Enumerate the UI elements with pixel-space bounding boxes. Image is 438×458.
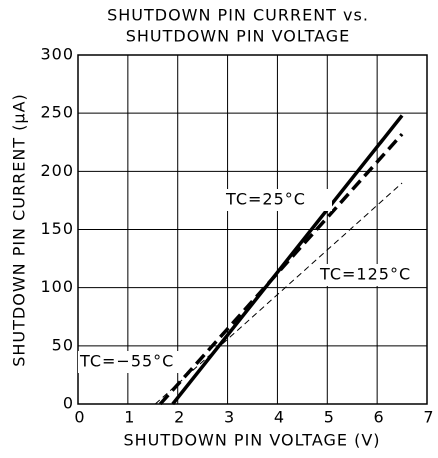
series-label: TC=125°C	[319, 265, 411, 284]
label-background	[318, 264, 426, 286]
y-tick-label: 250	[40, 103, 74, 122]
label-background	[224, 189, 332, 211]
chart-title: SHUTDOWN PIN CURRENT vs.	[107, 6, 369, 25]
x-tick-label: 1	[124, 408, 135, 427]
series-line	[171, 114, 404, 406]
x-tick-label: 6	[374, 408, 385, 427]
x-tick-label: 2	[174, 408, 185, 427]
x-tick-label: 3	[224, 408, 235, 427]
y-tick-label: 100	[40, 277, 74, 296]
x-tick-label: 7	[423, 408, 434, 427]
x-tick-label: 4	[274, 408, 285, 427]
series-line	[154, 182, 403, 405]
series-line	[158, 132, 404, 406]
x-axis-label: SHUTDOWN PIN VOLTAGE (V)	[123, 431, 380, 450]
x-tick-label: 0	[74, 408, 85, 427]
y-axis-label: SHUTDOWN PIN CURRENT (μA)	[10, 93, 29, 367]
y-tick-label: 0	[63, 394, 74, 413]
y-tick-label: 150	[40, 219, 74, 238]
label-background	[78, 351, 186, 373]
series-label: TC=−55°C	[79, 352, 174, 371]
y-tick-label: 50	[52, 335, 74, 354]
y-tick-label: 300	[40, 45, 74, 64]
series-label: TC=25°C	[225, 190, 306, 209]
chart-title: SHUTDOWN PIN VOLTAGE	[126, 27, 351, 46]
y-tick-label: 200	[40, 161, 74, 180]
plot-frame	[77, 54, 428, 405]
x-tick-label: 5	[324, 408, 335, 427]
